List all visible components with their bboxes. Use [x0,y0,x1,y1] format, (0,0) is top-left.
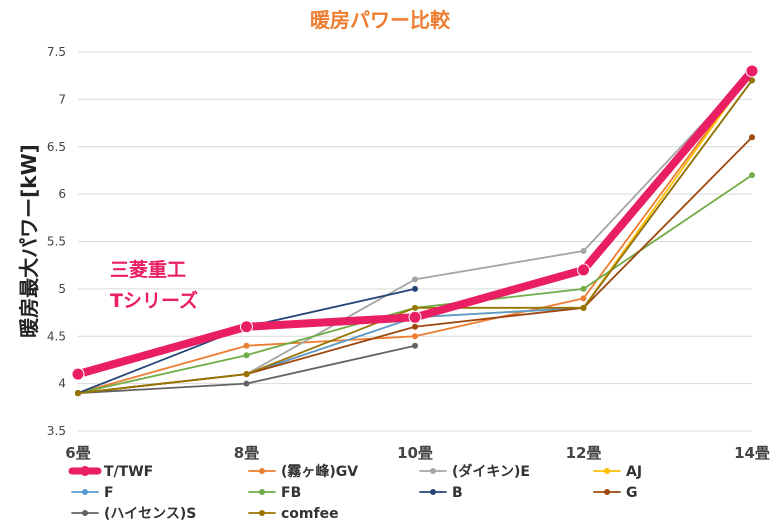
legend-item: (ハイセンス)S [71,506,196,522]
legend-label: comfee [281,506,339,522]
data-point [580,304,587,311]
legend-swatch-marker [430,468,436,474]
legend-label: T/TWF [104,464,153,480]
legend-swatch-marker [259,510,265,516]
y-tick-label: 4 [58,377,66,391]
x-tick-label: 14畳 [734,444,770,462]
data-point [577,263,590,277]
y-tick-label: 6 [58,187,66,201]
legend-item: (霧ヶ峰)GV [248,463,358,480]
legend-swatch-marker [82,510,88,516]
y-tick-label: 6.5 [47,140,66,154]
data-point [412,276,418,283]
y-tick-label: 5.5 [47,235,66,249]
data-point [580,295,587,302]
data-point [749,172,755,179]
legend-item: FB [248,485,301,501]
legend-label: (ダイキン)E [452,463,530,480]
legend-item: AJ [593,464,642,480]
series-9 [75,77,755,397]
legend-label: B [452,485,463,501]
data-point [240,320,253,334]
y-tick-label: 5 [58,282,66,296]
x-tick-label: 6畳 [65,444,90,462]
legend-item: (ダイキン)E [419,463,530,480]
legend-item: comfee [248,506,339,522]
chart-title: 暖房パワー比較 [310,8,451,32]
x-tick-label: 8畳 [234,444,259,462]
legend-label: FB [281,485,301,501]
data-point [745,64,759,78]
y-tick-label: 7 [58,92,66,106]
series-0 [71,64,759,381]
gridlines [78,51,752,432]
legend-label: G [626,485,638,501]
data-point [749,134,755,141]
legend-label: (霧ヶ峰)GV [281,463,358,480]
y-tick-label: 4.5 [47,329,66,343]
data-point [412,285,418,292]
legend-swatch-marker [604,489,610,495]
legend-item: G [593,485,638,501]
legend-swatch-marker [604,468,610,474]
legend-swatch-marker [80,466,90,476]
data-point [580,285,587,292]
legend-item: F [71,485,114,501]
y-axis-label: 暖房最大パワー[kW] [17,144,41,338]
legend-swatch-marker [430,489,436,495]
y-tick-label: 7.5 [47,45,66,59]
data-point [412,323,418,330]
data-point [243,342,250,349]
legend-label: (ハイセンス)S [104,506,196,522]
legend-swatch-marker [259,489,265,495]
y-axis-ticks: 3.5 4 4.5 5 5.5 6 6.5 7 7.5 [47,45,66,438]
data-point [412,304,418,311]
data-point [75,390,81,397]
data-point [412,333,418,340]
data-point [71,367,85,381]
legend-swatch-marker [259,468,265,474]
data-point [243,380,250,387]
x-axis-ticks: 6畳 8畳 10畳 12畳 14畳 [65,444,770,462]
legend-item: B [419,485,463,501]
data-point [580,247,587,254]
legend: T/TWF (霧ヶ峰)GV (ダイキン)E AJ F FB B G (ハイセンス)S comfee [68,463,642,522]
legend-swatch-marker [82,489,88,495]
data-point [412,342,418,349]
legend-label: AJ [626,464,642,480]
data-point [749,77,755,84]
x-tick-label: 10畳 [397,444,433,462]
legend-label: F [104,485,114,501]
annotation-line-1: 三菱重工 [110,258,186,281]
data-point [408,310,422,324]
x-tick-label: 12畳 [566,444,602,462]
annotation: 三菱重工 Tシリーズ [110,258,198,312]
series-group [71,64,759,397]
data-point [243,352,250,359]
legend-item: T/TWF [68,464,153,480]
annotation-line-2: Tシリーズ [110,289,198,312]
y-tick-label: 3.5 [47,424,66,438]
data-point [243,371,250,378]
